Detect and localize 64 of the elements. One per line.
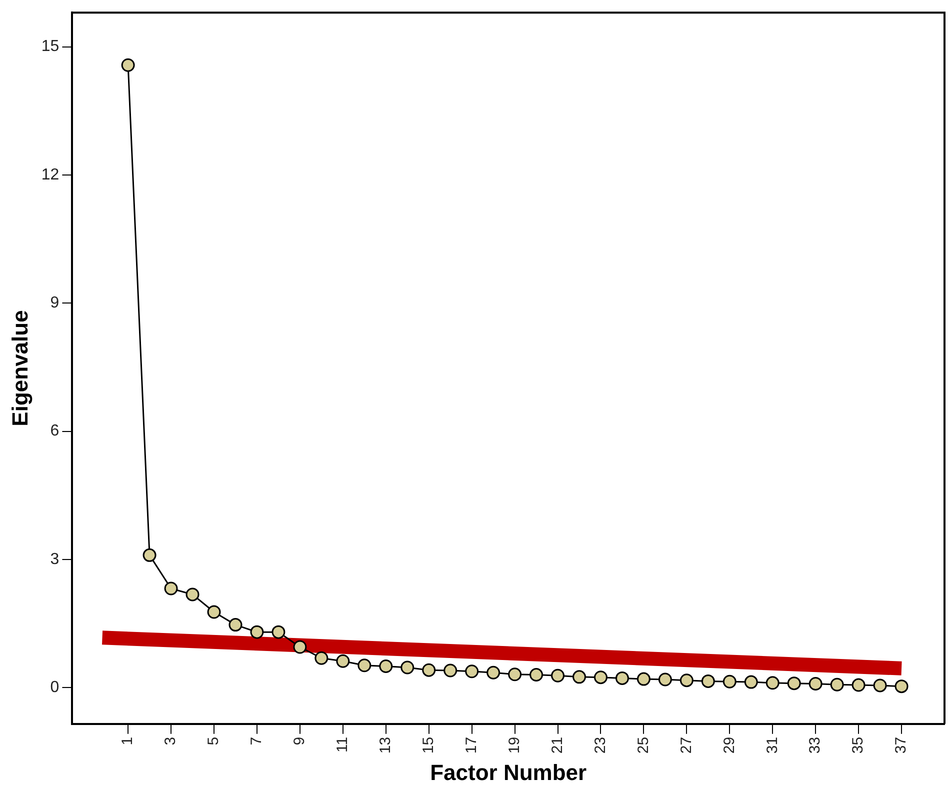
y-axis-title: Eigenvalue bbox=[7, 310, 32, 426]
y-tick-label: 9 bbox=[50, 294, 60, 312]
point bbox=[250, 625, 264, 639]
point bbox=[486, 666, 500, 680]
point bbox=[680, 674, 694, 688]
point bbox=[787, 676, 801, 690]
point bbox=[744, 675, 758, 689]
point bbox=[444, 664, 458, 678]
point bbox=[701, 674, 715, 688]
point bbox=[594, 670, 608, 684]
point bbox=[572, 670, 586, 684]
point bbox=[379, 659, 393, 673]
x-tick-label: 33 bbox=[806, 736, 824, 754]
point bbox=[830, 678, 844, 692]
point bbox=[722, 674, 736, 688]
point bbox=[465, 664, 479, 678]
point bbox=[358, 658, 372, 672]
point bbox=[121, 58, 135, 72]
point bbox=[873, 678, 887, 692]
point bbox=[400, 660, 414, 674]
point bbox=[186, 588, 200, 602]
x-tick-label: 9 bbox=[291, 736, 308, 746]
point bbox=[808, 677, 822, 691]
point bbox=[314, 651, 328, 665]
y-tick-label: 6 bbox=[50, 422, 60, 440]
point bbox=[530, 668, 544, 682]
x-tick-label: 5 bbox=[205, 736, 222, 746]
x-tick-label: 37 bbox=[892, 736, 910, 754]
point bbox=[894, 680, 908, 694]
x-tick-label: 19 bbox=[506, 736, 523, 754]
x-tick-label: 15 bbox=[420, 736, 437, 754]
x-tick-label: 17 bbox=[462, 736, 480, 754]
x-tick-label: 31 bbox=[764, 736, 781, 754]
x-tick-label: 21 bbox=[548, 736, 566, 754]
point bbox=[272, 625, 286, 639]
y-tick-label: 0 bbox=[50, 679, 60, 696]
point bbox=[615, 671, 629, 685]
point bbox=[207, 605, 221, 619]
point bbox=[293, 640, 307, 654]
point bbox=[142, 548, 156, 562]
x-tick-label: 13 bbox=[377, 736, 394, 754]
point bbox=[852, 678, 866, 692]
x-tick-label: 25 bbox=[634, 736, 652, 754]
point bbox=[422, 663, 436, 677]
x-tick-label: 3 bbox=[162, 736, 180, 746]
point bbox=[636, 672, 650, 686]
y-tick-label: 15 bbox=[41, 38, 60, 56]
x-tick-label: 23 bbox=[592, 736, 609, 754]
point bbox=[551, 668, 565, 682]
point bbox=[766, 676, 780, 690]
y-tick-label: 3 bbox=[50, 550, 60, 568]
x-tick-label: 29 bbox=[720, 736, 738, 754]
point bbox=[164, 582, 178, 596]
x-tick-label: 11 bbox=[334, 736, 352, 752]
x-tick-label: 7 bbox=[248, 736, 266, 746]
point bbox=[508, 668, 522, 682]
point bbox=[658, 672, 672, 686]
point bbox=[336, 654, 350, 668]
x-tick-label: 27 bbox=[678, 736, 695, 754]
x-tick-label: 35 bbox=[850, 736, 867, 754]
point bbox=[228, 618, 242, 632]
x-axis-title: Factor Number bbox=[430, 760, 588, 785]
x-tick-label: 1 bbox=[119, 736, 136, 746]
y-tick-label: 12 bbox=[41, 166, 60, 184]
